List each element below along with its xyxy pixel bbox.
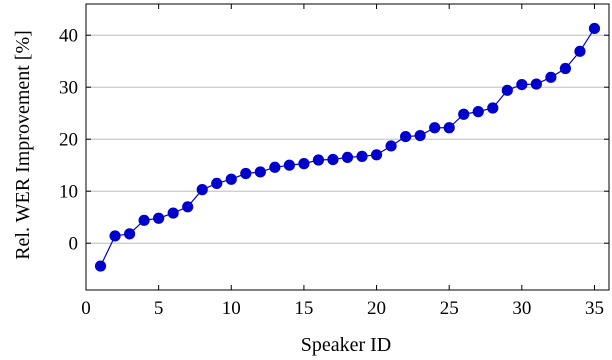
data-point-30	[516, 79, 528, 91]
x-tick-label-5: 25	[440, 298, 459, 319]
x-tick-label-7: 35	[585, 298, 604, 319]
data-point-14	[283, 159, 295, 171]
data-point-20	[370, 149, 383, 161]
data-point-25	[443, 122, 455, 134]
data-point-9	[211, 177, 223, 189]
data-point-19	[356, 150, 368, 162]
data-point-10	[225, 173, 237, 185]
data-point-26	[458, 108, 470, 120]
grid-layer	[86, 34, 609, 244]
data-point-23	[414, 129, 426, 142]
x-tick-label-2: 10	[222, 298, 241, 319]
data-point-18	[341, 151, 354, 163]
y-tick-label-0: 0	[69, 234, 79, 255]
plot-frame-layer	[85, 3, 610, 291]
data-point-29	[501, 84, 513, 96]
data-point-27	[472, 106, 484, 118]
data-point-24	[429, 122, 441, 134]
x-axis-title: Speaker ID	[301, 334, 392, 356]
data-point-21	[385, 140, 397, 152]
x-tick-label-6: 30	[512, 298, 531, 319]
data-point-7	[182, 201, 194, 213]
x-tick-label-4: 20	[367, 298, 386, 319]
y-tick-label-4: 40	[59, 26, 78, 47]
data-point-8	[196, 184, 208, 196]
data-point-22	[400, 131, 412, 143]
y-tick-label-2: 20	[59, 130, 78, 151]
data-point-17	[327, 153, 339, 166]
data-point-3	[123, 228, 136, 240]
data-point-4	[138, 214, 150, 226]
tick-layer: 0 5 10 15 20 25 30 35 0 10 20 30 40	[59, 4, 609, 319]
data-point-12	[254, 166, 266, 178]
data-point-32	[545, 71, 557, 83]
y-tick-label-3: 30	[59, 78, 78, 99]
y-axis-title: Rel. WER Improvement [%]	[12, 30, 34, 260]
x-tick-label-3: 15	[294, 298, 313, 319]
data-point-5	[153, 212, 165, 224]
data-point-layer	[94, 22, 601, 272]
data-point-13	[269, 161, 281, 173]
plot-frame	[85, 3, 610, 291]
data-point-34	[574, 45, 586, 57]
data-point-6	[167, 207, 179, 219]
data-point-31	[530, 78, 542, 90]
data-point-16	[312, 154, 325, 166]
series-line-layer	[99, 28, 595, 267]
data-point-15	[298, 158, 310, 170]
y-tick-label-1: 10	[59, 182, 78, 203]
data-point-1	[94, 260, 107, 272]
x-tick-label-0: 0	[81, 298, 91, 319]
data-point-11	[240, 167, 252, 180]
data-point-33	[559, 62, 572, 75]
data-point-2	[109, 230, 121, 242]
series-line-0	[99, 28, 595, 267]
x-tick-label-1: 5	[154, 298, 164, 319]
data-point-28	[487, 102, 499, 114]
data-point-35	[588, 22, 601, 35]
